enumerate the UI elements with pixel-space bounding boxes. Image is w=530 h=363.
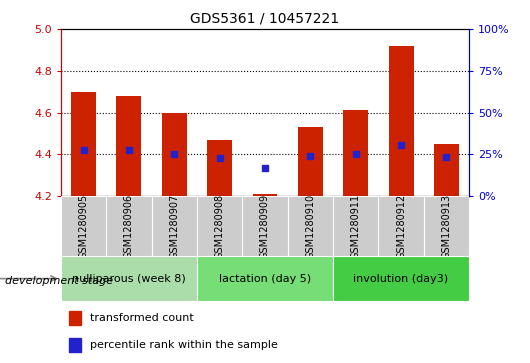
Bar	[207, 140, 232, 196]
Text: transformed count: transformed count	[90, 313, 193, 323]
Bar	[378, 196, 423, 256]
Text: GSM1280912: GSM1280912	[396, 193, 406, 258]
Bar	[288, 196, 333, 256]
Bar	[434, 144, 459, 196]
Title: GDS5361 / 10457221: GDS5361 / 10457221	[190, 11, 340, 25]
Text: lactation (day 5): lactation (day 5)	[219, 274, 311, 284]
Text: GSM1280908: GSM1280908	[215, 193, 225, 258]
Bar	[71, 91, 96, 196]
Bar	[69, 311, 82, 325]
Bar	[162, 113, 187, 196]
Bar	[388, 46, 413, 196]
Bar	[61, 196, 107, 256]
Text: GSM1280905: GSM1280905	[78, 193, 89, 258]
Text: GSM1280911: GSM1280911	[351, 193, 361, 258]
Bar	[333, 196, 378, 256]
Text: GSM1280913: GSM1280913	[441, 193, 452, 258]
Bar	[242, 196, 288, 256]
Bar	[117, 96, 142, 196]
Bar	[107, 196, 152, 256]
Text: GSM1280909: GSM1280909	[260, 193, 270, 258]
Bar	[197, 256, 333, 301]
Text: GSM1280907: GSM1280907	[169, 193, 179, 258]
Text: GSM1280906: GSM1280906	[124, 193, 134, 258]
Bar	[423, 196, 469, 256]
Bar	[252, 194, 278, 196]
Bar	[298, 127, 323, 196]
Bar	[343, 110, 368, 196]
Text: involution (day3): involution (day3)	[354, 274, 448, 284]
Text: nulliparous (week 8): nulliparous (week 8)	[72, 274, 186, 284]
Text: GSM1280910: GSM1280910	[305, 193, 315, 258]
Text: development stage: development stage	[5, 276, 113, 286]
Bar	[333, 256, 469, 301]
Bar	[69, 338, 82, 352]
Bar	[152, 196, 197, 256]
Bar	[61, 256, 197, 301]
Text: percentile rank within the sample: percentile rank within the sample	[90, 340, 277, 350]
Bar	[197, 196, 242, 256]
